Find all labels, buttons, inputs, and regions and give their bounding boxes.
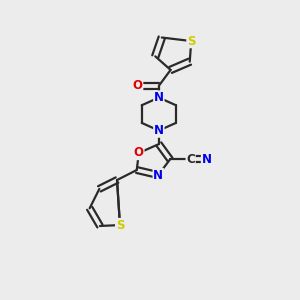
- Text: C: C: [186, 153, 195, 166]
- Text: N: N: [202, 153, 212, 166]
- Text: N: N: [154, 124, 164, 137]
- Text: S: S: [116, 219, 124, 232]
- Text: N: N: [154, 91, 164, 104]
- Text: O: O: [134, 146, 144, 159]
- Text: N: N: [153, 169, 163, 182]
- Text: S: S: [187, 34, 196, 48]
- Text: O: O: [133, 79, 142, 92]
